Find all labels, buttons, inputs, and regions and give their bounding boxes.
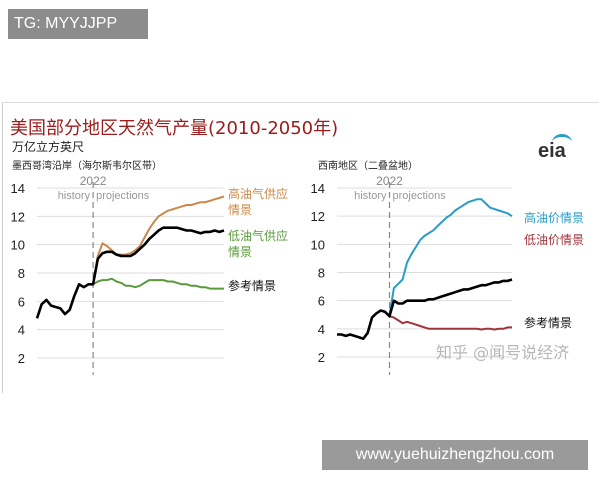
series-label-cont: 情景 <box>228 203 252 217</box>
y-tick-label: 12 <box>11 209 25 224</box>
y-tick-label: 10 <box>311 237 325 252</box>
series-line-1 <box>389 315 512 331</box>
zhihu-watermark: 知乎 @闻号说经济 <box>436 343 570 362</box>
divider-year-label: 2022 <box>376 174 403 188</box>
series-line-0 <box>92 195 225 285</box>
series-line-0 <box>388 198 513 315</box>
projections-label: projections <box>96 190 150 202</box>
watermark-bottom-url: www.yuehuizhengzhou.com <box>322 440 588 470</box>
chart-frame <box>2 102 599 393</box>
series-label: 参考情景 <box>228 278 276 293</box>
eia-swoosh-icon <box>552 134 572 151</box>
series-label: 参考情景 <box>524 315 572 330</box>
y-tick-label: 2 <box>18 351 25 366</box>
y-tick-label: 10 <box>11 238 25 253</box>
watermark-top-label: TG: MYYJJPP <box>8 9 148 39</box>
chart-title: 美国部分地区天然气产量(2010-2050年) <box>10 118 339 139</box>
y-tick-label: 6 <box>318 294 325 309</box>
history-label: history <box>58 190 91 202</box>
series-label: 高油气供应 <box>228 186 288 201</box>
panel-title-left: 墨西哥湾沿岸（海尔斯韦尔区带） <box>12 161 162 172</box>
divider-year-label: 2022 <box>80 174 107 188</box>
unit-label: 万亿立方英尺 <box>12 140 85 154</box>
y-tick-label: 4 <box>18 323 25 338</box>
series-line-1 <box>92 277 224 290</box>
y-tick-label: 4 <box>318 322 325 337</box>
series-label: 高油价情景 <box>524 210 584 225</box>
y-tick-label: 2 <box>318 350 325 365</box>
y-tick-label: 8 <box>318 266 325 281</box>
y-tick-label: 14 <box>311 181 325 196</box>
y-tick-label: 8 <box>18 266 25 281</box>
series-label-cont: 情景 <box>228 245 252 259</box>
y-tick-label: 14 <box>11 181 25 196</box>
y-tick-label: 12 <box>311 209 325 224</box>
series-label: 低油价情景 <box>524 233 584 247</box>
y-tick-label: 6 <box>18 294 25 309</box>
series-line-2 <box>337 278 513 341</box>
panel-title-right: 西南地区（二叠盆地） <box>318 161 418 172</box>
series-label: 低油气供应 <box>228 228 288 243</box>
projections-label: projections <box>393 190 447 202</box>
series-line-2 <box>35 226 225 319</box>
eia-logo: eia <box>538 134 572 163</box>
history-label: history <box>354 190 387 202</box>
